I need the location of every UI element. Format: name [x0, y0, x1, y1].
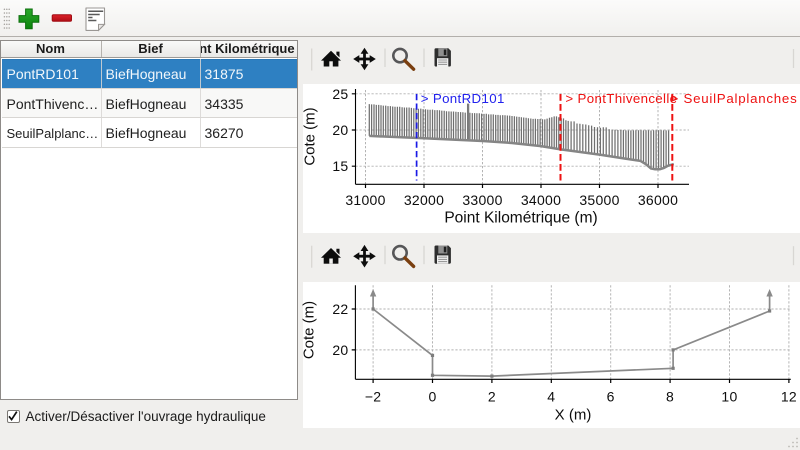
svg-text:20: 20 [332, 122, 348, 138]
svg-text:> PontThivencelle: > PontThivencelle [565, 91, 677, 106]
svg-text:6: 6 [607, 389, 615, 405]
svg-text:12: 12 [781, 389, 797, 405]
svg-text:20: 20 [332, 342, 348, 358]
svg-text:35000: 35000 [579, 192, 619, 208]
svg-text:2: 2 [488, 389, 496, 405]
svg-text:22: 22 [332, 301, 348, 317]
svg-text:Cote (m): Cote (m) [300, 301, 317, 359]
svg-text:33000: 33000 [462, 192, 502, 208]
svg-text:32000: 32000 [404, 192, 444, 208]
svg-text:15: 15 [332, 158, 348, 174]
svg-text:10: 10 [721, 389, 737, 405]
svg-text:36000: 36000 [638, 192, 678, 208]
svg-text:4: 4 [547, 389, 555, 405]
svg-text:25: 25 [332, 86, 348, 102]
svg-text:> PontRD101: > PontRD101 [421, 91, 505, 106]
svg-text:0: 0 [428, 389, 436, 405]
svg-text:> SeuilPalplanches: > SeuilPalplanches [671, 91, 798, 106]
svg-text:−2: −2 [365, 389, 382, 405]
svg-text:X (m): X (m) [555, 406, 592, 423]
svg-text:31000: 31000 [345, 192, 385, 208]
svg-text:8: 8 [666, 389, 674, 405]
svg-text:Point Kilométrique (m): Point Kilométrique (m) [444, 210, 597, 227]
svg-text:34000: 34000 [521, 192, 561, 208]
svg-text:Cote (m): Cote (m) [302, 107, 319, 165]
